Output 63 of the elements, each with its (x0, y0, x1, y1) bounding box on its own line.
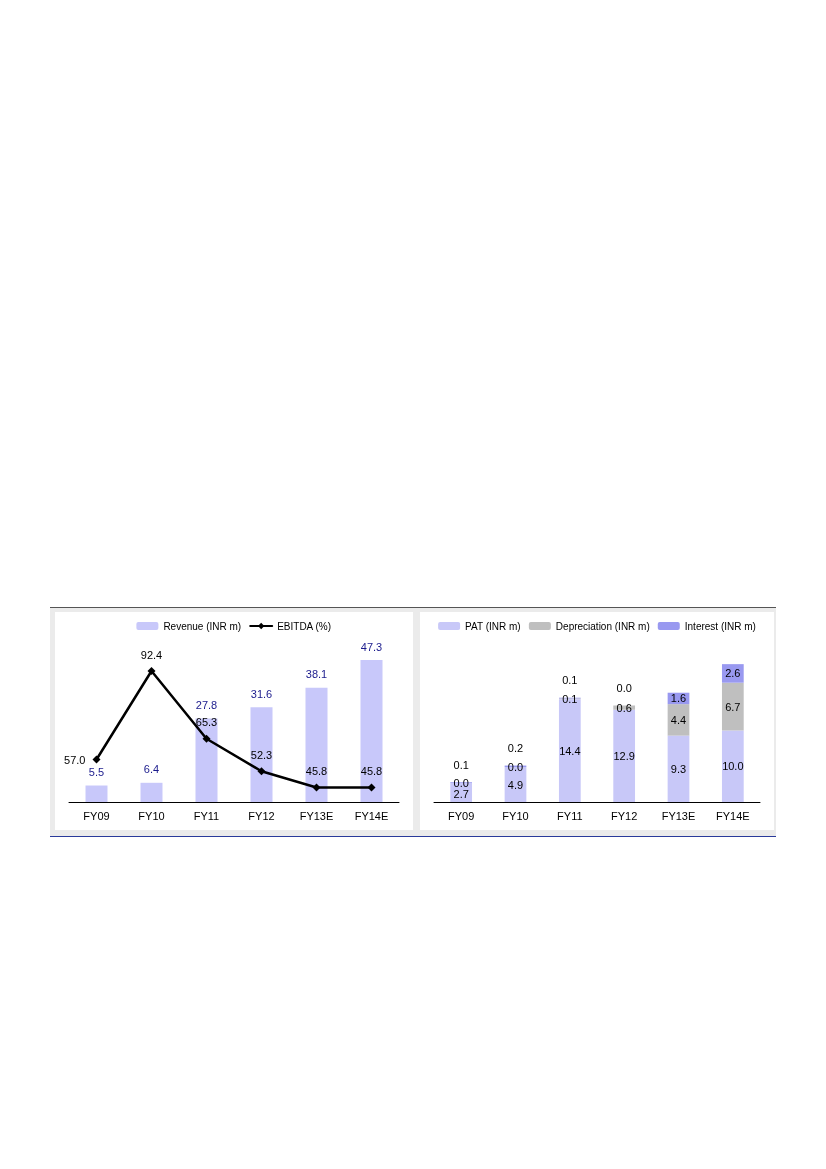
data-label: 0.0 (616, 682, 632, 695)
data-label: 0.2 (507, 742, 524, 755)
bar (667, 735, 690, 802)
data-label: 10.0 (722, 760, 744, 773)
bar (250, 707, 273, 802)
data-label: 57.0 (64, 753, 86, 766)
data-label: 0.6 (616, 701, 632, 714)
x-tick-label: FY10 (502, 809, 529, 822)
bar (667, 704, 690, 736)
point (202, 734, 211, 743)
data-label: 92.4 (140, 648, 163, 661)
x-tick-label: FY09 (83, 809, 110, 822)
bar (721, 730, 744, 802)
legend-label: Interest (INR m) (684, 620, 756, 632)
x-tick-label: FY12 (248, 809, 275, 822)
bar (305, 687, 328, 802)
data-label: 0.1 (562, 674, 578, 687)
bar (195, 718, 218, 802)
data-label: 45.8 (360, 765, 383, 777)
legend-label: Revenue (INR m) (163, 620, 242, 632)
data-label: 47.3 (360, 640, 383, 653)
point (147, 667, 156, 675)
data-label: 0.0 (507, 761, 524, 773)
point (92, 755, 101, 764)
bar (85, 785, 108, 802)
data-label: 65.3 (195, 716, 218, 729)
data-label: 27.8 (195, 699, 218, 712)
legend-label: Depreciation (INR m) (555, 620, 650, 632)
data-label: 0.0 (453, 776, 469, 789)
x-tick-label: FY13E (661, 809, 696, 822)
data-label: 5.5 (88, 766, 105, 778)
data-label: 4.9 (507, 778, 524, 791)
x-tick-label: FY11 (557, 809, 583, 822)
x-tick-label: FY14E (716, 809, 750, 822)
data-label: 31.6 (250, 687, 273, 700)
bar (721, 682, 744, 731)
x-tick-label: FY14E (354, 809, 389, 822)
data-label: 38.1 (305, 668, 328, 681)
data-label: 2.7 (453, 787, 469, 800)
data-label: 45.8 (305, 765, 328, 777)
data-label: 12.9 (613, 749, 635, 762)
data-label: 6.4 (143, 763, 160, 776)
x-tick-label: FY12 (611, 809, 638, 822)
data-label: 52.3 (250, 748, 273, 761)
point (257, 767, 266, 776)
x-tick-label: FY09 (448, 809, 475, 822)
data-label: 14.4 (559, 744, 581, 757)
data-label: 0.1 (453, 758, 469, 771)
point (312, 783, 321, 792)
bar (140, 782, 163, 802)
x-tick-label: FY11 (193, 809, 220, 822)
point (367, 783, 376, 792)
data-label: 1.6 (670, 692, 687, 705)
data-label: 2.6 (725, 667, 741, 680)
data-label: 0.1 (562, 692, 578, 705)
data-label: 9.3 (670, 762, 687, 775)
legend-label: PAT (INR m) (465, 620, 521, 632)
bar (360, 660, 383, 802)
legend-label: EBITDA (%) (277, 620, 332, 632)
data-label: 6.7 (725, 700, 741, 713)
data-label: 4.4 (670, 713, 687, 726)
x-tick-label: FY13E (299, 809, 334, 822)
x-tick-label: FY10 (138, 809, 165, 822)
